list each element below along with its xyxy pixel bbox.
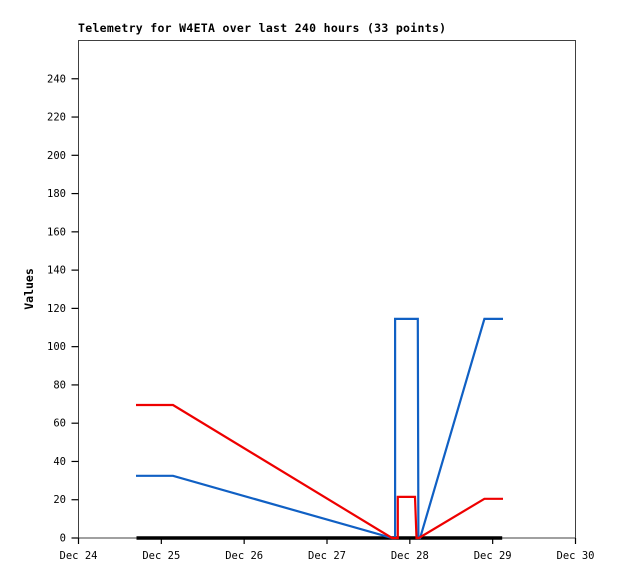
telemetry-series-blue	[136, 317, 503, 540]
y-tick-label: 140	[47, 265, 66, 277]
x-tick-label: Dec 25	[142, 550, 180, 562]
y-tick-label: 60	[53, 418, 66, 430]
x-tick-label: Dec 28	[391, 550, 429, 562]
y-tick-label: 80	[53, 379, 66, 391]
x-tick-label: Dec 26	[225, 550, 263, 562]
x-tick-label: Dec 29	[474, 550, 512, 562]
chart-title: Telemetry for W4ETA over last 240 hours …	[78, 21, 447, 35]
y-tick-label: 100	[47, 341, 66, 353]
x-tick-label: Dec 30	[557, 550, 595, 562]
y-tick-label: 40	[53, 456, 66, 468]
y-tick-label: 160	[47, 226, 66, 238]
y-tick-label: 20	[53, 494, 66, 506]
plot-border	[78, 40, 576, 539]
y-tick-label: 120	[47, 303, 66, 315]
y-tick-label: 200	[47, 150, 66, 162]
x-tick-label: Dec 24	[60, 550, 98, 562]
y-tick-label: 0	[60, 533, 66, 545]
telemetry-series-red	[136, 403, 503, 540]
y-tick-label: 180	[47, 188, 66, 200]
y-tick-label: 220	[47, 112, 66, 124]
x-tick-label: Dec 27	[308, 550, 346, 562]
y-tick-label: 240	[47, 73, 66, 85]
